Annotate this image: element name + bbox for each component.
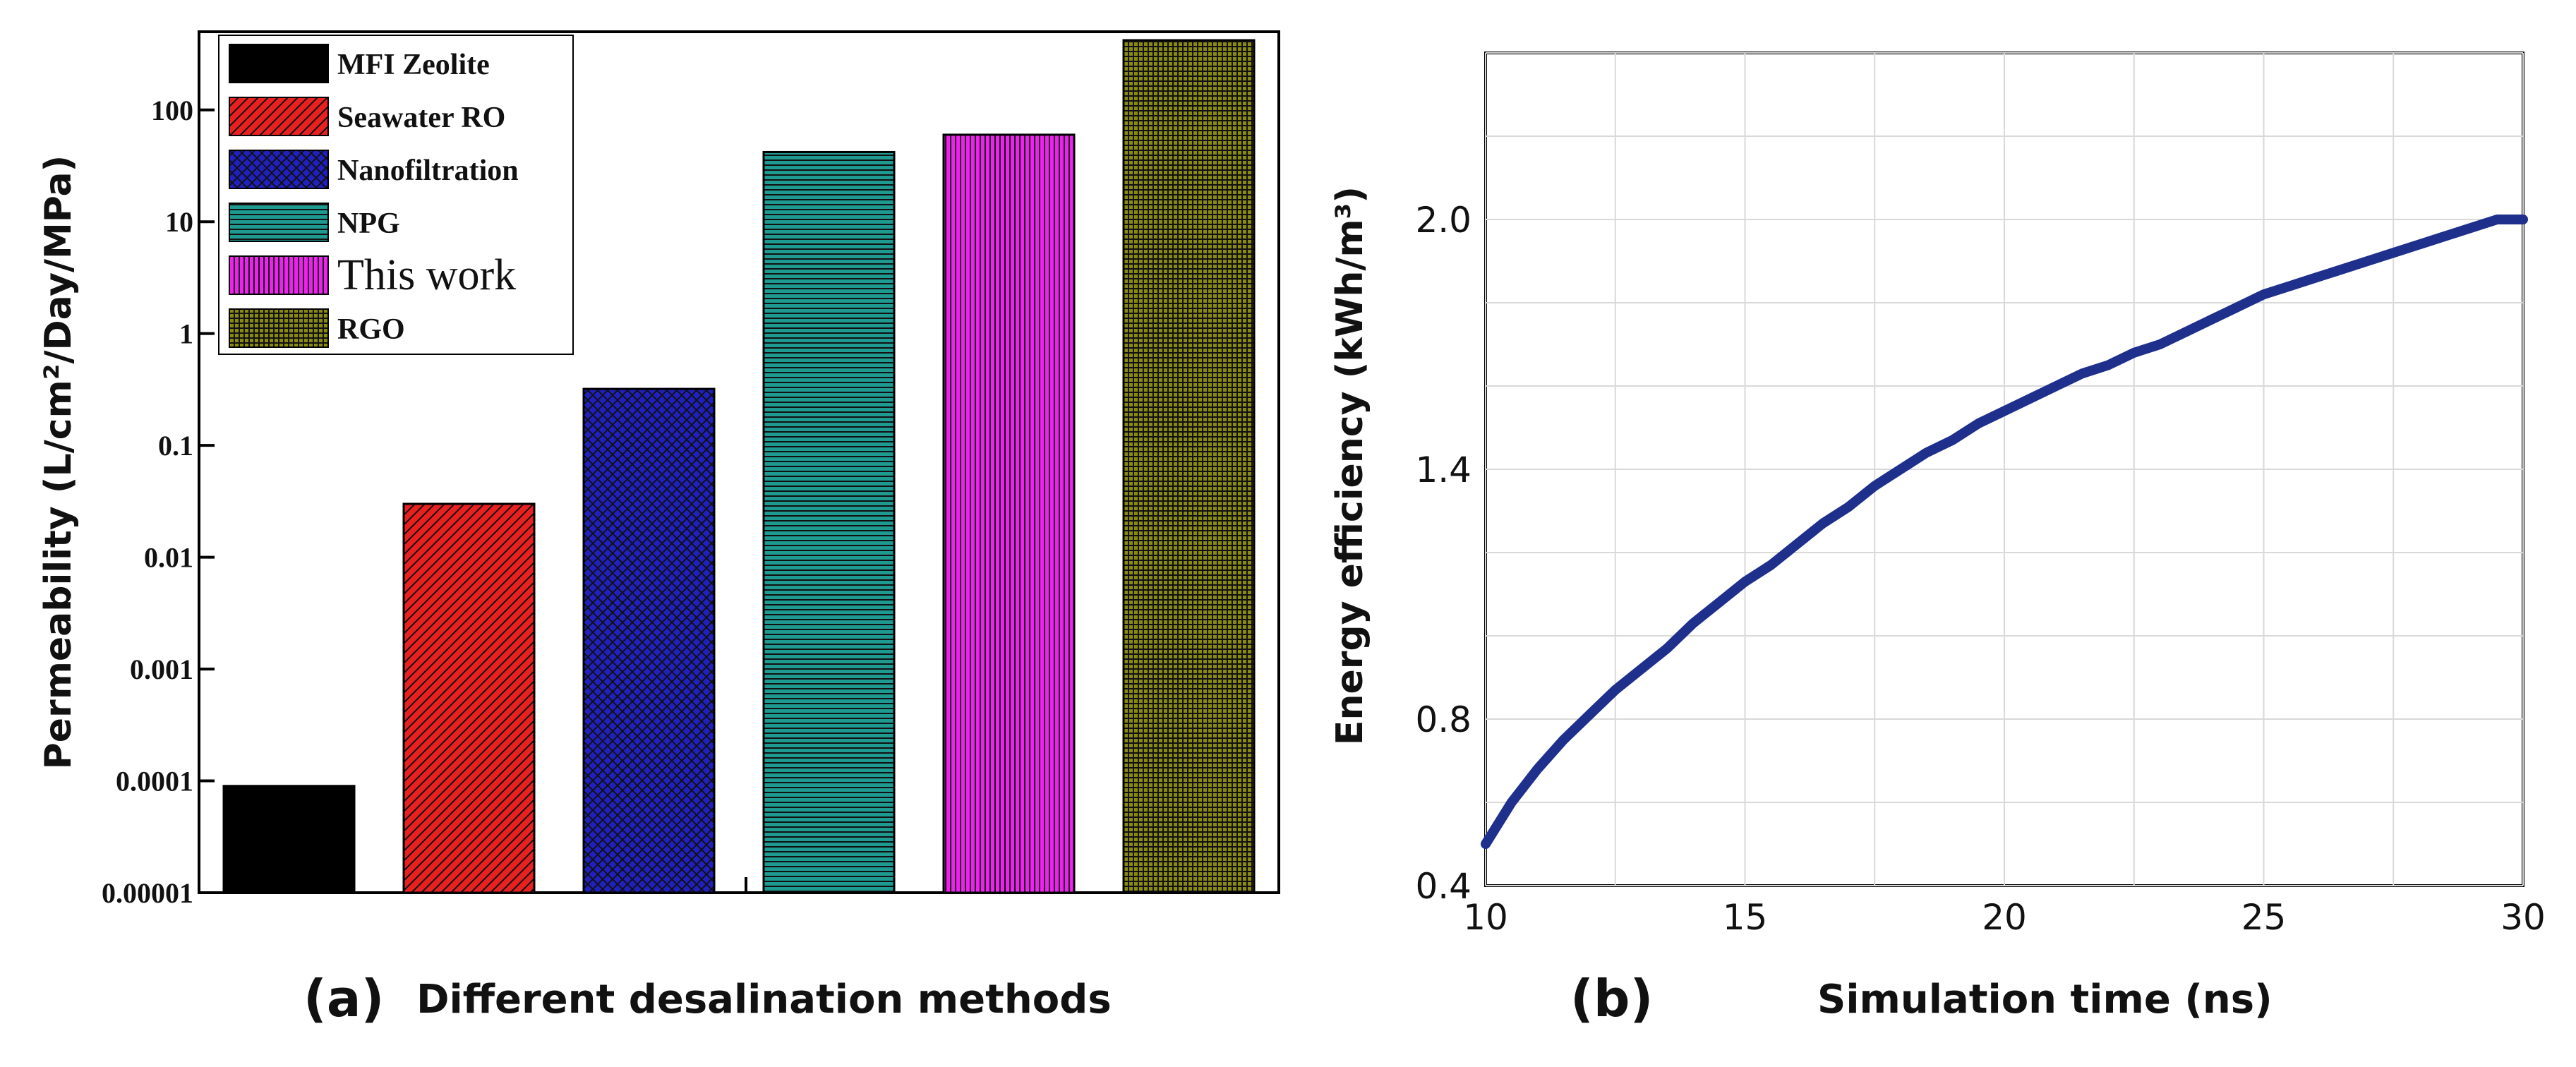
- panel-a-plot-frame: [198, 30, 1280, 894]
- y-tick-label: 0.4: [1415, 866, 1471, 907]
- x-tick-label: 15: [1723, 897, 1768, 938]
- panel-b-x-axis-label: Simulation time (ns): [1817, 977, 2273, 1023]
- bar-nanofiltration: [582, 387, 716, 894]
- y-tick-label: 0.01: [144, 542, 193, 574]
- legend-box: [218, 35, 574, 355]
- y-tick-label: 1: [179, 318, 193, 350]
- panel-b-y-axis-label: Energy efficiency (kWh/m³): [1329, 186, 1371, 745]
- legend: MFI Zeolite Seawater RO Nanofiltration NPG T…: [218, 35, 574, 355]
- panel-a-y-axis-label: Permeability (L/cm²/Day/MPa): [37, 155, 80, 770]
- legend-label: Nanofiltration: [337, 155, 519, 187]
- legend-swatch: [229, 203, 329, 242]
- x-tick-label: 25: [2241, 897, 2287, 938]
- bar-npg: [762, 150, 896, 894]
- x-tick-label: 20: [1982, 897, 2027, 938]
- y-tick-label: 0.1: [158, 430, 193, 462]
- panel-a-caption-letter: (a): [303, 969, 384, 1028]
- y-tick-label: 10: [165, 206, 193, 238]
- legend-label: RGO: [337, 313, 405, 346]
- panel-a-bar-chart: 0.00001 0.0001 0.001 0.01 0.1 1 10 100 MFI Zeol…: [37, 30, 1280, 1028]
- panel-a-x-axis-label: Different desalination methods: [416, 977, 1112, 1023]
- bar-seawater-ro: [402, 502, 536, 894]
- y-tick-label: 0.00001: [102, 877, 193, 909]
- y-tick-label: 0.0001: [116, 766, 193, 797]
- legend-swatch: [229, 97, 329, 136]
- y-tick-label: 0.8: [1415, 699, 1471, 740]
- y-tick-label: 0.001: [130, 653, 193, 685]
- legend-label: NPG: [337, 207, 400, 240]
- bar-rgo: [1122, 39, 1256, 894]
- legend-swatch: [229, 308, 329, 348]
- legend-label: This work: [337, 251, 516, 299]
- panel-b-caption-letter: (b): [1570, 969, 1653, 1028]
- legend-swatch: [229, 255, 329, 295]
- bar-this-work: [942, 133, 1076, 894]
- legend-swatch: [229, 44, 329, 83]
- y-tick-label: 2.0: [1415, 200, 1471, 241]
- legend-label: Seawater RO: [337, 102, 505, 134]
- energy-efficiency-line: [1481, 215, 2528, 849]
- x-tick-label: 10: [1463, 897, 1508, 938]
- legend-swatch: [229, 150, 329, 189]
- panel-b-line-chart: 10 15 20 25 30 0.4 0.8 1.4 2.0 Energy efficiency…: [1329, 52, 2546, 1028]
- y-tick-label: 100: [151, 95, 193, 126]
- legend-label: MFI Zeolite: [337, 49, 490, 81]
- y-tick-label: 1.4: [1415, 450, 1471, 490]
- bar-mfi-zeolite: [222, 785, 356, 894]
- x-tick-label: 30: [2500, 897, 2546, 938]
